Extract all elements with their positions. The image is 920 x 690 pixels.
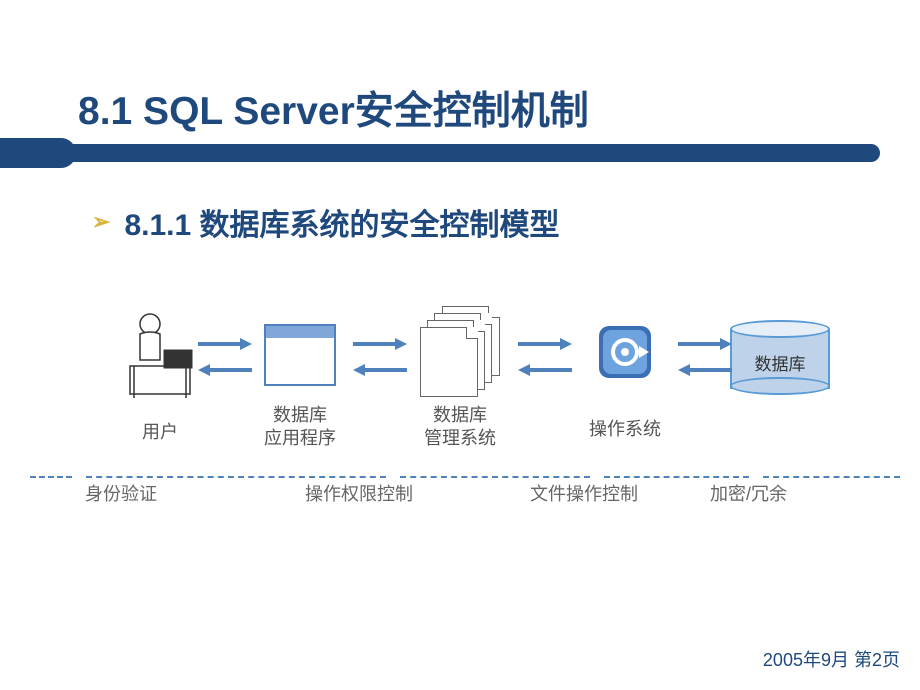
database-cylinder-icon: 数据库	[730, 320, 830, 395]
arrow-left-icon	[198, 364, 252, 376]
arrow-pair-1	[353, 338, 407, 388]
phase-encrypt: 加密/冗余	[710, 480, 787, 506]
arrow-right-icon	[518, 338, 572, 350]
node-label: 数据库 应用程序	[255, 404, 345, 451]
arrow-right-icon	[353, 338, 407, 350]
slide-footer: 2005年9月 第2页	[763, 646, 900, 672]
app-window-icon	[264, 324, 336, 386]
title-underline	[0, 138, 920, 162]
arrow-left-icon	[353, 364, 407, 376]
phase-auth: 身份验证	[85, 480, 157, 506]
arrow-right-icon	[678, 338, 732, 350]
node-database: 数据库	[730, 320, 840, 395]
arrow-right-icon	[198, 338, 252, 350]
slide-subtitle: ➢ 8.1.1 数据库系统的安全控制模型	[92, 200, 560, 244]
phase-labels: 身份验证 操作权限控制 文件操作控制 加密/冗余	[30, 480, 900, 510]
node-dbms: 数据库 管理系统	[410, 306, 510, 451]
node-app: 数据库 应用程序	[255, 324, 345, 451]
cylinder-label: 数据库	[730, 350, 830, 375]
node-label: 用户	[110, 421, 210, 444]
node-user: 用户	[110, 310, 210, 444]
os-settings-icon	[593, 320, 657, 384]
arrow-pair-2	[518, 338, 572, 388]
node-os: 操作系统	[580, 320, 670, 441]
node-label: 操作系统	[580, 418, 670, 441]
arrow-left-icon	[518, 364, 572, 376]
arrow-pair-3	[678, 338, 732, 388]
user-at-desk-icon	[120, 310, 200, 400]
slide-title-wrap: 8.1 SQL Server安全控制机制	[78, 80, 589, 136]
subtitle-text: 8.1.1 数据库系统的安全控制模型	[124, 200, 559, 244]
chevron-right-icon: ➢	[92, 209, 110, 235]
phase-fileop: 文件操作控制	[530, 480, 638, 506]
arrow-pair-0	[198, 338, 252, 388]
phase-permission: 操作权限控制	[305, 480, 413, 506]
node-label: 数据库 管理系统	[410, 404, 510, 451]
documents-stack-icon	[420, 306, 500, 396]
arrow-left-icon	[678, 364, 732, 376]
slide-title: 8.1 SQL Server安全控制机制	[78, 80, 589, 136]
